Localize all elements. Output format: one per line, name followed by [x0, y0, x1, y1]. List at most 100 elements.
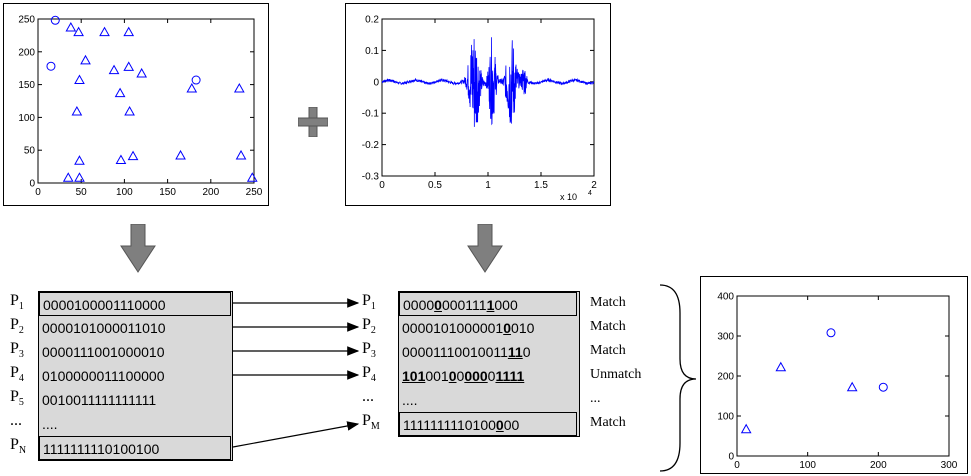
match-result-label: Match [590, 319, 626, 334]
matched-nodes-plot: 0 100 200 300 0 100 200 300 400 [717, 292, 958, 472]
triangle-marker [740, 423, 752, 434]
triangle-marker [233, 83, 245, 93]
x-tick-label: 100 [799, 460, 816, 471]
x-tick-label: 2 [591, 180, 597, 191]
right-bit-row: .... [402, 392, 418, 408]
triangle-marker [175, 149, 186, 160]
x-tick-label: 300 [941, 460, 958, 471]
left-bit-row: 0010011111111111 [42, 392, 157, 408]
right-brace [659, 284, 697, 472]
x-multiplier-label: x 10 [560, 192, 577, 202]
triangle-marker [73, 26, 84, 37]
triangle-marker [80, 54, 91, 65]
y-tick-label: 200 [717, 372, 734, 383]
bottom-right-plot-panel: 0 100 200 300 0 100 200 300 400 [700, 276, 968, 474]
left-row-label: P3 [10, 340, 24, 361]
x-tick-label: 0.5 [428, 180, 442, 191]
circle-marker [46, 61, 56, 71]
triangle-marker [62, 172, 74, 182]
plot-axes-box [736, 295, 950, 457]
match-result-label: Match [590, 415, 626, 430]
top-center-plot-panel: 0 0.5 1 1.5 2 0.2 0.1 0 -0.1 -0.2 -0.3 x 10 4 [345, 3, 611, 206]
left-row-label: ... [10, 412, 22, 429]
circle-marker [50, 15, 60, 25]
triangle-marker [74, 155, 85, 165]
y-tick-label: 150 [18, 80, 35, 91]
y-tick-label: 50 [24, 146, 36, 157]
triangle-marker [108, 64, 120, 75]
triangle-marker [846, 381, 858, 392]
speech-waveform-plot: 0 0.5 1 1.5 2 0.2 0.1 0 -0.1 -0.2 -0.3 x 10 4 [362, 15, 597, 203]
y-tick-label: -0.1 [362, 109, 380, 120]
triangle-marker [123, 61, 135, 71]
left-row-label: P4 [10, 364, 24, 385]
y-tick-label: -0.2 [362, 140, 380, 151]
y-tick-label: 0.2 [365, 15, 379, 26]
triangle-marker [186, 83, 198, 93]
left-row-label: P2 [10, 316, 24, 337]
x-multiplier-exponent: 4 [588, 190, 592, 197]
left-bit-row: 0000111001000010 [42, 344, 165, 360]
left-bit-row: 0100000011100000 [42, 368, 165, 384]
y-tick-label: 0 [728, 452, 734, 463]
triangle-marker [74, 74, 85, 85]
x-tick-label: 1 [485, 180, 491, 191]
x-tick-label: 200 [870, 460, 887, 471]
y-tick-label: 0 [29, 179, 35, 190]
circle-marker [826, 328, 836, 338]
node-scatter-plot: 0 50 100 150 200 250 0 50 100 150 200 250 [18, 15, 263, 199]
down-arrow-icon [120, 224, 156, 273]
right-bit-row: 00001110010011110 [402, 344, 531, 360]
triangle-marker [246, 172, 258, 182]
triangle-marker [136, 67, 148, 78]
right-bit-row: 000000001111000 [399, 292, 577, 316]
x-tick-label: 50 [76, 187, 88, 198]
triangle-marker [65, 22, 77, 32]
right-row-label: P1 [362, 292, 376, 313]
triangle-marker [123, 26, 135, 37]
right-row-label: ... [362, 388, 374, 405]
x-tick-label: 250 [246, 187, 263, 198]
match-result-label: Match [590, 343, 626, 358]
triangle-marker [74, 172, 85, 182]
down-arrow-icon [467, 224, 503, 273]
arrow-pn-pm [232, 421, 360, 448]
y-tick-label: 100 [18, 113, 35, 124]
left-row-label: P5 [10, 388, 24, 409]
left-bit-row: 1111111110100100 [39, 436, 231, 460]
triangle-marker [114, 87, 126, 98]
circle-marker [878, 382, 888, 392]
triangle-marker [99, 26, 110, 37]
triangle-marker [235, 149, 247, 160]
left-bit-row: .... [42, 416, 58, 432]
x-tick-label: 150 [159, 187, 176, 198]
y-tick-label: 200 [18, 47, 35, 58]
x-tick-label: 1.5 [534, 180, 548, 191]
triangle-marker [115, 154, 127, 165]
y-tick-label: 0.1 [365, 46, 379, 57]
left-bit-row: 0000100001110000 [39, 292, 231, 316]
right-bit-row: 1111111110100000 [399, 412, 577, 436]
right-bit-row: 00001010000010010 [402, 320, 535, 336]
right-row-label: PM [362, 412, 380, 433]
y-tick-label: -0.3 [362, 172, 380, 183]
right-row-label: P3 [362, 340, 376, 361]
x-tick-label: 0 [35, 187, 41, 198]
y-tick-label: 400 [717, 292, 734, 303]
match-result-label: Match [590, 295, 626, 310]
left-row-label: P1 [10, 292, 24, 313]
right-row-label: P4 [362, 364, 376, 385]
triangle-marker [124, 105, 135, 116]
y-tick-label: 250 [18, 15, 35, 26]
y-tick-label: 100 [717, 412, 734, 423]
waveform-line [381, 37, 595, 127]
match-result-label: ... [590, 391, 601, 406]
x-tick-label: 100 [116, 187, 133, 198]
y-tick-label: 300 [717, 332, 734, 343]
right-bit-table: 000000001111000 00001010000010010 00001110… [398, 291, 580, 437]
circle-marker [191, 75, 201, 85]
y-tick-label: 0 [373, 77, 379, 88]
right-bit-row: 1010010000001111 [402, 368, 525, 384]
triangle-marker [775, 361, 787, 372]
